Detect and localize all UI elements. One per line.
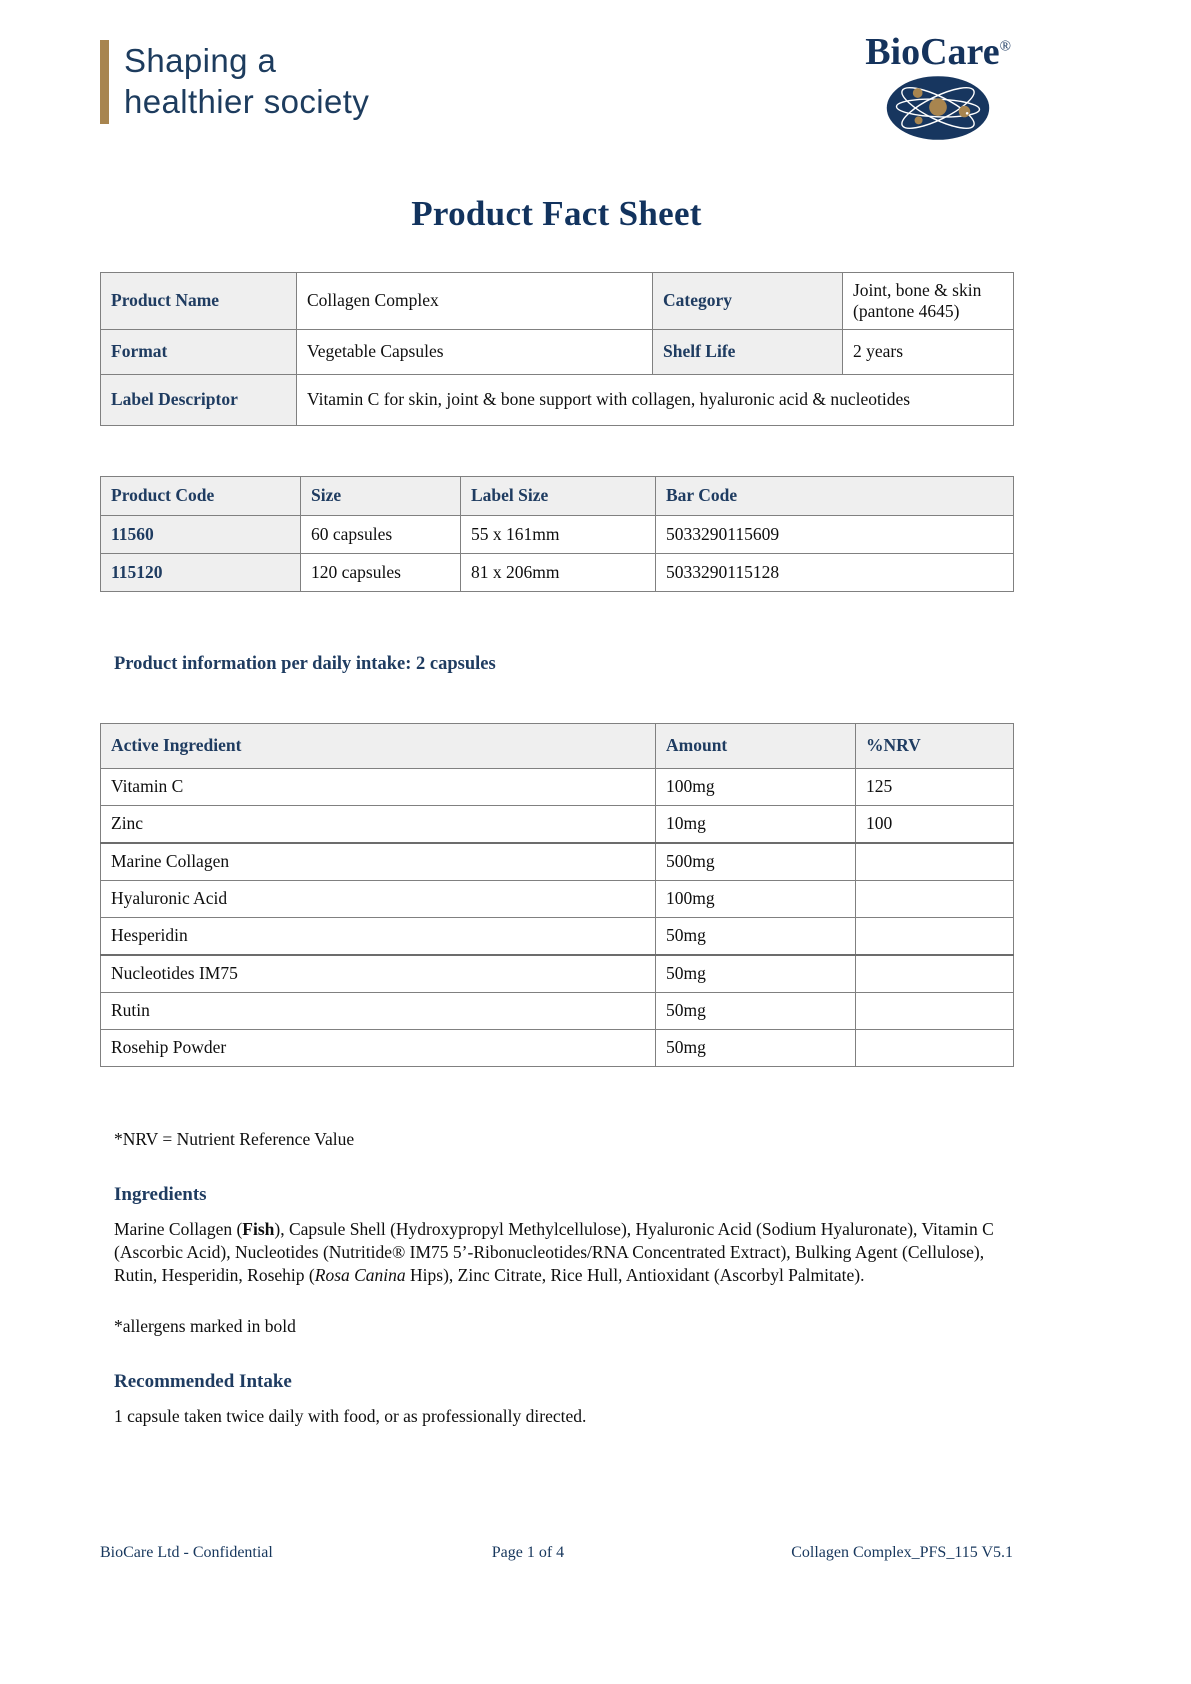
ingredient-cell: Marine Collagen [100, 841, 656, 881]
table-header-row: Active Ingredient Amount %NRV [100, 722, 1014, 769]
col-header-size: Size [300, 475, 461, 516]
col-header-label-size: Label Size [460, 475, 656, 516]
info-value-format: Vegetable Capsules [296, 328, 653, 375]
ingredient-cell: Vitamin C [100, 767, 656, 806]
product-code-cell: 115120 [100, 552, 301, 592]
tagline-line1: Shaping a [124, 42, 277, 79]
amount-cell: 50mg [655, 991, 856, 1030]
brand-wordmark: BioCare® [865, 31, 1011, 74]
tagline-text: Shaping a healthier society [124, 40, 369, 124]
nrv-footnote: *NRV = Nutrient Reference Value [114, 1128, 355, 1149]
ingredients-text: Marine Collagen ( [114, 1218, 243, 1239]
nrv-cell: 100 [855, 804, 1014, 844]
latin-name-italic-text: Rosa Canina [314, 1265, 406, 1286]
footer-page-number: Page 1 of 4 [491, 1544, 565, 1561]
col-header-bar-code: Bar Code [655, 475, 1014, 516]
table-header-row: Product Code Size Label Size Bar Code [100, 475, 1014, 516]
allergen-bold-text: Fish [242, 1218, 275, 1239]
footer-confidential: BioCare Ltd - Confidential [100, 1544, 273, 1561]
info-label-product-name: Product Name [100, 271, 297, 330]
product-code-cell: 11560 [100, 514, 301, 554]
nrv-cell [855, 879, 1014, 918]
product-info-table: Product Name Collagen Complex Category J… [100, 271, 1014, 426]
amount-cell: 100mg [655, 767, 856, 806]
nrv-cell [855, 841, 1014, 881]
col-header-product-code: Product Code [100, 475, 301, 516]
brand-name: BioCare [865, 31, 1000, 73]
registered-trademark-symbol: ® [999, 38, 1011, 55]
table-row: 115120 120 capsules 81 x 206mm 503329011… [100, 552, 1014, 592]
table-row: 11560 60 capsules 55 x 161mm 50332901156… [100, 514, 1014, 554]
bar-code-cell: 5033290115128 [655, 552, 1014, 592]
table-row: Marine Collagen 500mg [100, 841, 1014, 881]
page-title: Product Fact Sheet [411, 193, 702, 233]
recommended-intake-text: 1 capsule taken twice daily with food, o… [114, 1405, 587, 1426]
table-row: Hesperidin 50mg [100, 916, 1014, 956]
product-codes-table: Product Code Size Label Size Bar Code 11… [100, 475, 1014, 592]
table-row: Hyaluronic Acid 100mg [100, 879, 1014, 918]
recommended-intake-heading: Recommended Intake [114, 1370, 292, 1392]
page-footer: BioCare Ltd - Confidential Page 1 of 4 C… [100, 1544, 1013, 1562]
size-cell: 60 capsules [300, 514, 461, 554]
ingredients-text: ), Capsule Shell (Hydroxypropyl Methylce… [114, 1218, 994, 1286]
amount-cell: 50mg [655, 953, 856, 993]
table-row: Rutin 50mg [100, 991, 1014, 1030]
nrv-cell [855, 953, 1014, 993]
nutrition-table: Active Ingredient Amount %NRV Vitamin C … [100, 722, 1014, 1067]
ingredients-heading: Ingredients [114, 1183, 207, 1205]
nrv-cell: 125 [855, 767, 1014, 806]
amount-cell: 10mg [655, 804, 856, 844]
table-row: Zinc 10mg 100 [100, 804, 1014, 844]
ingredient-cell: Rosehip Powder [100, 1028, 656, 1067]
amount-cell: 50mg [655, 916, 856, 956]
ingredients-text: Hips), Zinc Citrate, Rice Hull, Antioxid… [405, 1265, 865, 1286]
size-cell: 120 capsules [300, 552, 461, 592]
ingredients-paragraph: Marine Collagen (Fish), Capsule Shell (H… [114, 1218, 1013, 1288]
label-size-cell: 55 x 161mm [460, 514, 656, 554]
info-label-label-descriptor: Label Descriptor [100, 373, 297, 426]
info-value-label-descriptor: Vitamin C for skin, joint & bone support… [296, 373, 1014, 426]
nrv-cell [855, 991, 1014, 1030]
info-value-shelf-life: 2 years [842, 328, 1014, 375]
amount-cell: 50mg [655, 1028, 856, 1067]
ingredient-cell: Zinc [100, 804, 656, 844]
label-size-cell: 81 x 206mm [460, 552, 656, 592]
info-label-category: Category [652, 271, 843, 330]
col-header-amount: Amount [655, 722, 856, 769]
nrv-cell [855, 1028, 1014, 1067]
info-label-shelf-life: Shelf Life [652, 328, 843, 375]
table-row: Nucleotides IM75 50mg [100, 953, 1014, 993]
ingredient-cell: Hyaluronic Acid [100, 879, 656, 918]
ingredient-cell: Hesperidin [100, 916, 656, 956]
table-row: Format Vegetable Capsules Shelf Life 2 y… [100, 328, 1014, 375]
table-row: Rosehip Powder 50mg [100, 1028, 1014, 1067]
daily-intake-heading: Product information per daily intake: 2 … [114, 653, 496, 674]
amount-cell: 500mg [655, 841, 856, 881]
atom-orbit-icon [886, 75, 990, 140]
table-row: Label Descriptor Vitamin C for skin, joi… [100, 373, 1014, 426]
biocare-logo: BioCare® [865, 31, 1011, 142]
amount-cell: 100mg [655, 879, 856, 918]
ingredient-cell: Rutin [100, 991, 656, 1030]
allergens-footnote: *allergens marked in bold [114, 1315, 296, 1336]
info-value-product-name: Collagen Complex [296, 271, 653, 330]
info-label-format: Format [100, 328, 297, 375]
tagline-accent-bar [100, 40, 109, 124]
tagline-line2: healthier society [124, 83, 370, 121]
bar-code-cell: 5033290115609 [655, 514, 1014, 554]
nrv-cell [855, 916, 1014, 956]
table-row: Product Name Collagen Complex Category J… [100, 271, 1014, 330]
ingredient-cell: Nucleotides IM75 [100, 953, 656, 993]
info-value-category: Joint, bone & skin (pantone 4645) [842, 271, 1014, 330]
col-header-active-ingredient: Active Ingredient [100, 722, 656, 769]
header: Shaping a healthier society BioCare® [100, 0, 1013, 142]
table-row: Vitamin C 100mg 125 [100, 767, 1014, 806]
footer-document-version: Collagen Complex_PFS_115 V5.1 [791, 1544, 1013, 1561]
brand-tagline: Shaping a healthier society [100, 40, 369, 124]
col-header-nrv: %NRV [855, 722, 1014, 769]
